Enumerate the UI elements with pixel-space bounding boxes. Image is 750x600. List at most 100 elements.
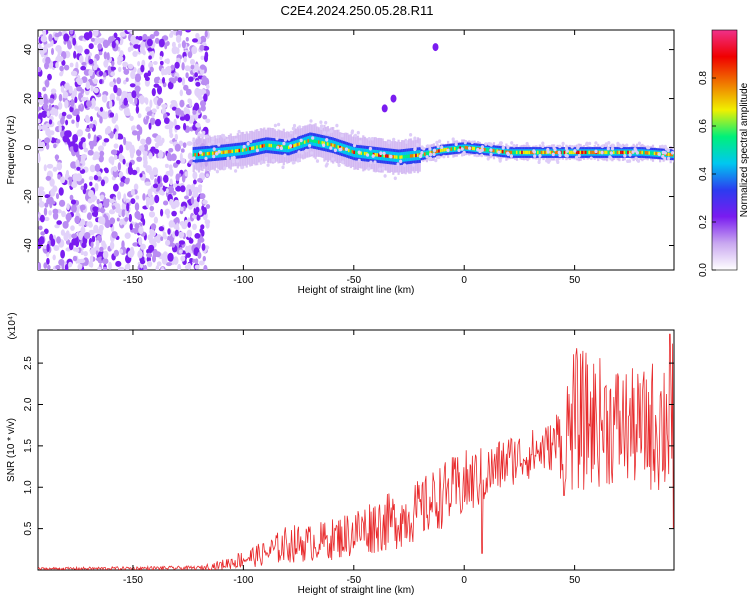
band-speckle (418, 154, 422, 159)
band-core (554, 150, 557, 155)
noise-speckle (105, 198, 110, 203)
noise-speckle (199, 64, 206, 70)
noise-speckle (75, 173, 82, 182)
noise-speckle (109, 217, 116, 225)
noise-speckle (153, 216, 158, 224)
noise-speckle (77, 263, 83, 270)
noise-speckle (192, 258, 196, 263)
band-core (378, 153, 381, 157)
noise-speckle (153, 83, 160, 88)
noise-speckle (121, 240, 125, 250)
noise-speckle (164, 117, 170, 124)
band-core (399, 155, 402, 159)
noise-speckle (109, 93, 116, 102)
noise-speckle (98, 224, 104, 232)
band-core (254, 145, 257, 150)
noise-speckle (159, 55, 163, 61)
band-core (452, 147, 455, 151)
band-speckle (501, 145, 505, 150)
band-speckle (647, 145, 651, 150)
noise-speckle (118, 171, 124, 178)
noise-speckle (198, 260, 205, 266)
band-speckle (223, 166, 227, 170)
band-speckle (600, 144, 605, 149)
band-speckle (667, 156, 671, 161)
noise-speckle (108, 198, 115, 204)
noise-speckle (102, 266, 108, 270)
noise-speckle (149, 201, 153, 206)
noise-speckle (102, 141, 107, 147)
noise-speckle (105, 127, 112, 134)
noise-speckle (122, 158, 126, 165)
noise-speckle (65, 213, 72, 222)
band-speckle (356, 130, 360, 135)
band-speckle (436, 144, 440, 149)
noise-speckle (98, 155, 104, 163)
band-speckle (435, 140, 439, 145)
noise-speckle (161, 77, 166, 84)
band-speckle (237, 129, 241, 134)
noise-speckle (67, 138, 71, 146)
snr-panel: -150 -100 -50 0 50 0.5 1.0 1.5 2.0 2.5 Height of… (6, 312, 675, 596)
noise-speckle (66, 114, 73, 119)
noise-speckle (45, 127, 51, 137)
noise-speckle (71, 238, 78, 246)
noise-speckle (197, 240, 201, 249)
noise-speckle (183, 56, 187, 63)
noise-speckle (69, 30, 74, 35)
noise-speckle (83, 251, 88, 257)
noise-speckle (96, 198, 100, 205)
noise-speckle (83, 147, 89, 153)
colorbar-tick-label: 0.4 (698, 167, 709, 181)
noise-speckle (179, 157, 186, 164)
band-core (376, 153, 379, 157)
band-core (484, 148, 487, 152)
noise-speckle (69, 176, 72, 186)
band-speckle (558, 153, 562, 158)
band-speckle (392, 137, 396, 142)
noise-speckle (76, 45, 83, 54)
colorbar-label: Normalized spectral amplitude (739, 82, 750, 217)
colorbar: 0.0 0.2 0.4 0.6 0.8 Normalized spectral ampl… (698, 29, 750, 277)
noise-speckle (48, 119, 53, 125)
heatmap-marks (38, 30, 674, 270)
band-core (259, 144, 262, 149)
noise-speckle (123, 193, 127, 203)
band-speckle (389, 154, 393, 159)
band-speckle (367, 167, 371, 171)
noise-speckle (39, 214, 45, 223)
noise-speckle (69, 106, 74, 113)
band-core (224, 150, 227, 154)
noise-speckle (205, 84, 210, 90)
noise-speckle (163, 200, 169, 206)
noise-speckle (172, 183, 178, 188)
band-core (524, 150, 527, 155)
band-core (231, 149, 234, 153)
noise-speckle (145, 106, 152, 113)
band-core (296, 142, 299, 147)
band-core (192, 153, 195, 157)
noise-speckle (102, 250, 109, 259)
noise-speckle (175, 222, 180, 231)
noise-speckle (139, 173, 143, 178)
noise-speckle (135, 105, 140, 114)
noise-speckle (164, 124, 171, 130)
noise-speckle (99, 150, 105, 157)
band-core (445, 147, 448, 152)
band-speckle (350, 130, 354, 135)
band-speckle (594, 149, 598, 154)
noise-speckle (95, 240, 100, 248)
band-core (256, 145, 259, 149)
band-speckle (486, 157, 490, 161)
noise-speckle (80, 218, 86, 227)
noise-speckle (85, 116, 91, 124)
noise-speckle (99, 106, 104, 112)
band-core (309, 138, 312, 142)
band-core (326, 142, 329, 146)
noise-speckle (148, 122, 152, 130)
heatmap-x-ticks: -150 -100 -50 0 50 (123, 30, 581, 286)
band-core (293, 143, 296, 148)
noise-speckle (138, 126, 143, 135)
band-speckle (382, 151, 386, 156)
noise-speckle (88, 43, 94, 50)
